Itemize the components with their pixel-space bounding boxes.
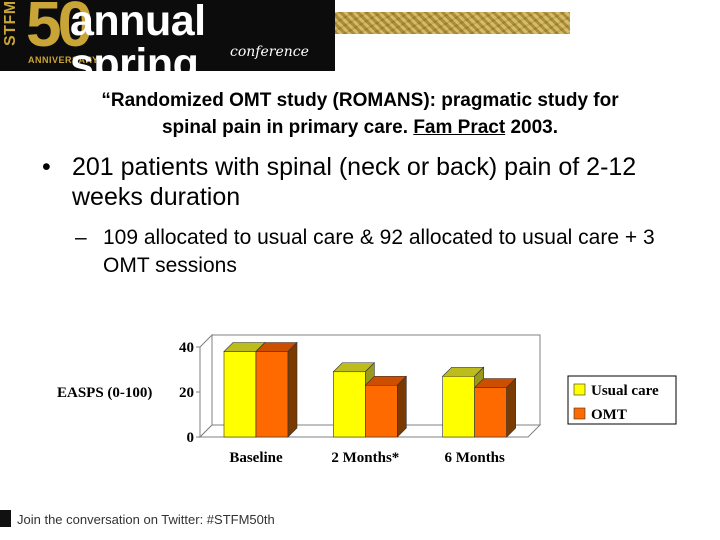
bar-side-omt: [506, 377, 516, 438]
footer-square-icon: [0, 510, 11, 527]
stfm-logo-text: STFM: [2, 0, 19, 46]
conference-name: annual spring: [70, 0, 206, 71]
bar-front-omt: [365, 384, 398, 438]
bar-side-omt: [287, 341, 298, 438]
bar-top-usual-care: [441, 366, 485, 377]
bar-top-usual-care: [332, 362, 376, 373]
footer-twitter-text: Join the conversation on Twitter: #STFM5…: [17, 512, 275, 527]
bullet-level-1-text: 201 patients with spinal (neck or back) …: [72, 153, 637, 211]
bullet-level-2-text: 109 allocated to usual care & 92 allocat…: [103, 226, 655, 277]
bar-top-omt: [473, 378, 517, 388]
bullet-dot-icon: •: [42, 153, 51, 181]
x-tick-label: 6 Months: [444, 450, 505, 466]
bar-front-omt: [474, 387, 507, 438]
conference-banner: STFM 50 ANNIVERSARY annual spring confer…: [0, 0, 335, 71]
chart-back-wall: [211, 334, 541, 426]
legend-label: Usual care: [591, 383, 659, 399]
bar-side-omt: [397, 375, 407, 438]
title-line-1: “Randomized OMT study (ROMANS): pragmati…: [101, 90, 619, 111]
bar-front-usual-care: [333, 371, 366, 438]
bullet-level-1: • 201 patients with spinal (neck or back…: [42, 152, 692, 212]
bar-front-usual-care: [223, 351, 257, 438]
title-line-2: spinal pain in primary care. Fam Pract 2…: [20, 114, 700, 141]
gold-decorative-strip: [335, 12, 570, 34]
y-tick-label: 0: [187, 430, 195, 446]
conference-subtitle: conference: [230, 44, 309, 60]
y-tick-label: 20: [179, 385, 194, 401]
y-axis-label: EASPS (0-100): [57, 385, 152, 401]
chart-legend: [567, 375, 677, 425]
anniversary-label: ANNIVERSARY: [28, 55, 99, 65]
bar-side-usual-care: [255, 341, 266, 438]
journal-name: Fam Pract: [413, 117, 506, 138]
bar-top-omt: [364, 375, 408, 386]
bullet-level-2: – 109 allocated to usual care & 92 alloc…: [75, 224, 675, 280]
x-tick-label: Baseline: [229, 450, 283, 466]
bullet-dash-icon: –: [75, 226, 87, 249]
fifty-logo: 50: [26, 0, 93, 60]
legend-label: OMT: [591, 407, 627, 423]
bar-top-omt: [255, 342, 298, 352]
chart-side-wall: [199, 333, 213, 439]
legend-swatch-omt: [573, 407, 586, 420]
bar-top-usual-care: [223, 342, 266, 352]
bar-front-omt: [255, 351, 289, 438]
slide-title: “Randomized OMT study (ROMANS): pragmati…: [20, 87, 700, 141]
x-tick-label: 2 Months*: [331, 450, 399, 466]
bar-front-usual-care: [442, 375, 475, 438]
bar-side-usual-care: [365, 362, 375, 438]
y-tick-label: 40: [179, 340, 194, 356]
legend-swatch-usual-care: [573, 383, 586, 396]
title-line-2-post: 2003.: [505, 117, 559, 138]
chart-floor: [198, 424, 542, 438]
bar-side-usual-care: [474, 366, 484, 438]
title-line-2-pre: spinal pain in primary care.: [161, 117, 414, 138]
